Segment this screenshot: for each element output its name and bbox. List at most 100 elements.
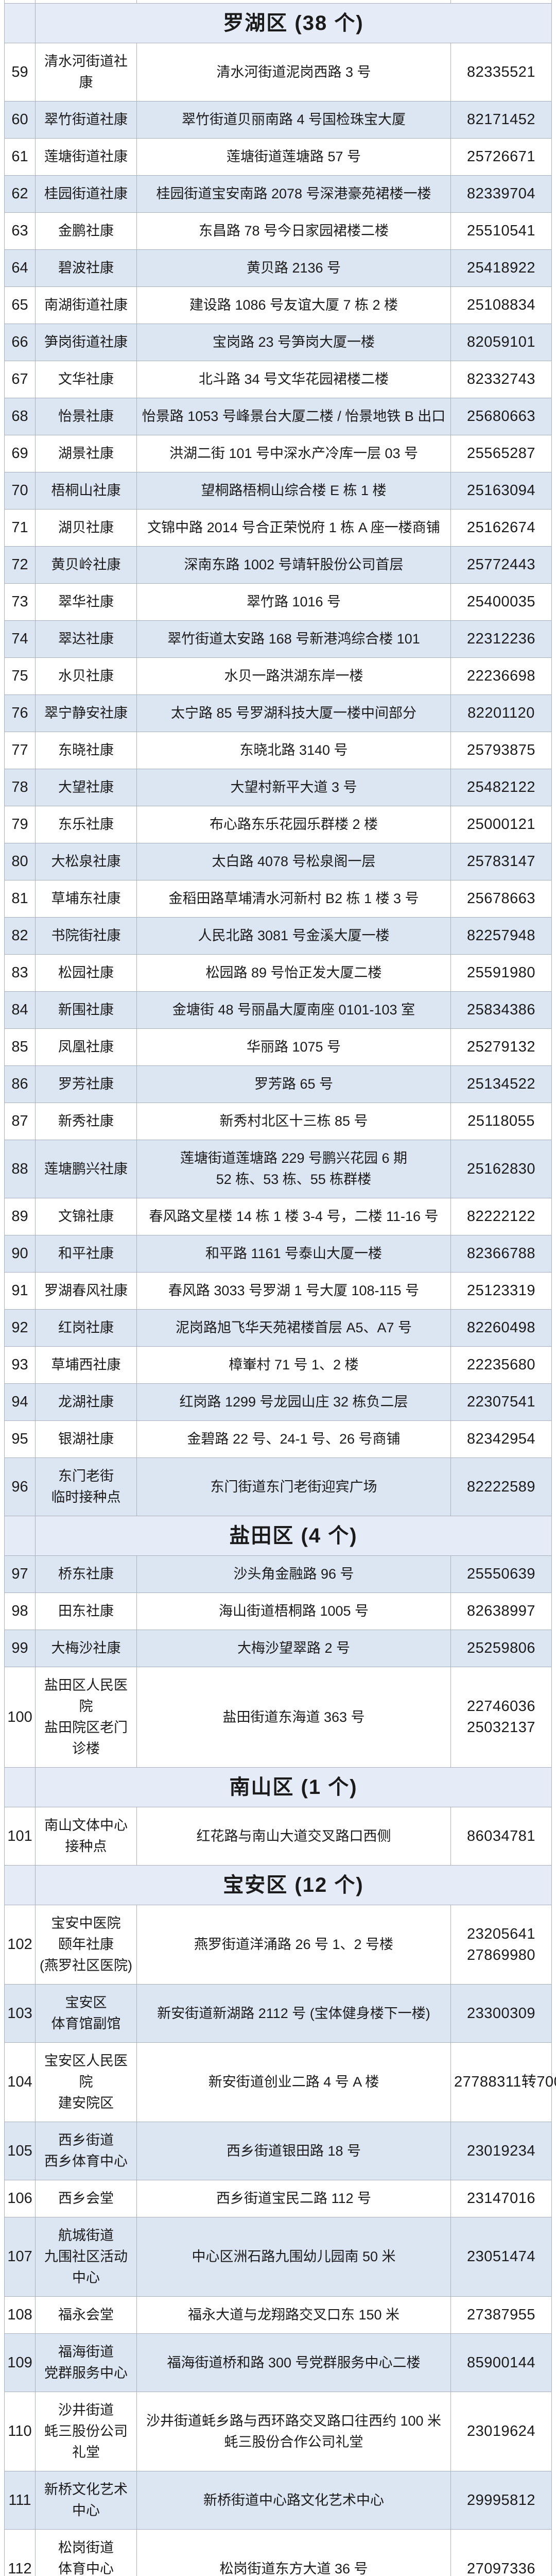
site-name-line: 航城街道 (58, 2228, 114, 2243)
site-name: 银湖社康 (36, 1421, 137, 1458)
table-row: 103 宝安区 体育馆副馆 新安街道新湖路 2112 号 (宝体健身楼下一楼) 2330… (5, 1985, 551, 2043)
table-row: 77 东晓社康 东晓北路 3140 号 25793875 (5, 732, 551, 769)
site-name: 翠达社康 (36, 621, 137, 657)
site-phone-line: 25591980 (466, 964, 536, 981)
row-number: 87 (5, 1103, 36, 1140)
row-number: 70 (5, 472, 36, 509)
row-number: 93 (5, 1347, 36, 1383)
site-name: 翠华社康 (36, 584, 137, 620)
site-address: 沙头角金融路 96 号 (137, 1556, 451, 1592)
site-address-line: 新安街道新湖路 2112 号 (宝体健身楼下一楼) (157, 2005, 430, 2021)
site-phone-line: 82335521 (466, 63, 536, 80)
site-name: 文锦社康 (36, 1198, 137, 1235)
site-address-line: 蚝三股份合作公司礼堂 (224, 2434, 363, 2450)
row-number: 104 (5, 2043, 36, 2122)
site-name-line: 黄贝岭社康 (51, 557, 121, 572)
row-number: 106 (5, 2180, 36, 2217)
site-name-line: 盐田区人民医院 (44, 1677, 128, 1714)
site-phone-line: 25162674 (466, 519, 536, 536)
site-address-line: 太宁路 85 号罗湖科技大厦一楼中间部分 (170, 705, 417, 721)
site-name-line: 金鹏社康 (58, 223, 114, 239)
site-address-line: 莲塘街道莲塘路 229 号鹏兴花园 6 期 (180, 1150, 408, 1166)
site-address: 福海街道桥和路 300 号党群服务中心二楼 (137, 2334, 451, 2392)
site-address: 清水河街道泥岗西路 3 号 (137, 43, 451, 101)
table-row: 75 水贝社康 水贝一路洪湖东岸一楼 22236698 (5, 658, 551, 695)
table-row: 69 湖景社康 洪湖二街 101 号中深水产冷库一层 03 号 25565287 (5, 435, 551, 472)
site-address: 太白路 4078 号松泉阁一层 (137, 843, 451, 880)
row-number: 99 (5, 1630, 36, 1667)
site-address-line: 沙头角金融路 96 号 (233, 1566, 354, 1582)
site-name-line: 翠竹街道社康 (44, 112, 128, 127)
site-name-line: 和平社康 (58, 1246, 114, 1261)
site-phone-line: 25726671 (466, 148, 536, 165)
site-address: 宝岗路 23 号笋岗大厦一楼 (137, 324, 451, 361)
site-name-line: 体育馆副馆 (51, 2016, 121, 2031)
site-phone-line: 85900144 (466, 2354, 536, 2371)
site-phone-line: 82366788 (466, 1245, 536, 1262)
table-row: 87 新秀社康 新秀村北区十三栋 85 号 25118055 (5, 1103, 551, 1140)
table-row: 62 桂园街道社康 桂园街道宝安南路 2078 号深港豪苑裙楼一楼 82339704 (5, 176, 551, 213)
site-phone-line: 82260498 (466, 1319, 536, 1336)
site-phone: 25772443 (451, 547, 551, 583)
site-address: 望桐路梧桐山综合楼 E 栋 1 楼 (137, 472, 451, 509)
table-row: 92 红岗社康 泥岗路旭飞华天苑裙楼首层 A5、A7 号 82260498 (5, 1310, 551, 1347)
site-address-line: 新桥街道中心路文化艺术中心 (203, 2492, 384, 2508)
site-address: 金稻田路草埔清水河新村 B2 栋 1 楼 3 号 (137, 880, 451, 917)
site-phone: 82339704 (451, 176, 551, 212)
site-address: 金碧路 22 号、24-1 号、26 号商铺 (137, 1421, 451, 1458)
row-number: 83 (5, 955, 36, 991)
site-name: 草埔东社康 (36, 880, 137, 917)
site-name: 松园社康 (36, 955, 137, 991)
site-address-line: 春风路 3033 号罗湖 1 号大厦 108-115 号 (168, 1283, 420, 1298)
site-name-line: 西乡会堂 (58, 2191, 114, 2206)
row-number: 71 (5, 510, 36, 546)
site-phone: 82335521 (451, 43, 551, 101)
site-address: 盐田街道东海道 363 号 (137, 1667, 451, 1767)
site-name-line: 体育中心 (58, 2561, 114, 2576)
site-name-line: 宝安区人民医院 (44, 2053, 128, 2090)
row-number: 82 (5, 918, 36, 954)
table-row: 81 草埔东社康 金稻田路草埔清水河新村 B2 栋 1 楼 3 号 25678663 (5, 880, 551, 918)
site-name-line: 沙井街道 (58, 2402, 114, 2418)
site-address: 沙井街道蚝乡路与西环路交叉路口往西约 100 米蚝三股份合作公司礼堂 (137, 2392, 451, 2471)
site-address-line: 和平路 1161 号泰山大厦一楼 (205, 1246, 383, 1261)
site-phone: 82342954 (451, 1421, 551, 1458)
site-phone: 25134522 (451, 1066, 551, 1103)
site-name: 西乡街道 西乡体育中心 (36, 2122, 137, 2180)
site-name: 黄贝岭社康 (36, 547, 137, 583)
site-phone-line: 22746036 (466, 1698, 536, 1715)
site-phone-line: 25550639 (466, 1566, 536, 1582)
row-number: 76 (5, 695, 36, 732)
site-phone: 25123319 (451, 1273, 551, 1309)
site-name-line: 罗湖春风社康 (44, 1283, 128, 1298)
site-name: 宝安区人民医院 建安院区 (36, 2043, 137, 2122)
site-address-line: 东昌路 78 号今日家园裙楼二楼 (198, 223, 389, 239)
site-address-line: 海山街道梧桐路 1005 号 (218, 1603, 369, 1619)
site-phone: 25793875 (451, 732, 551, 769)
site-phone-line: 22236698 (466, 668, 536, 684)
site-phone-line: 82222122 (466, 1208, 536, 1225)
site-name: 湖贝社康 (36, 510, 137, 546)
site-phone: 82222589 (451, 1458, 551, 1516)
site-address-line: 福永大道与龙翔路交叉口东 150 米 (187, 2307, 400, 2323)
site-name-line: 红岗社康 (58, 1320, 114, 1335)
site-address-line: 水贝一路洪湖东岸一楼 (224, 668, 363, 684)
row-number: 112 (5, 2530, 36, 2576)
site-phone: 25726671 (451, 139, 551, 175)
site-phone: 85900144 (451, 2334, 551, 2392)
site-phone: 23147016 (451, 2180, 551, 2217)
site-name: 湖景社康 (36, 435, 137, 472)
row-number: 77 (5, 732, 36, 769)
site-phone-line: 82171452 (466, 111, 536, 128)
site-name-line: 福海街道 (58, 2344, 114, 2360)
site-name: 福永会堂 (36, 2297, 137, 2333)
table-row: 104 宝安区人民医院 建安院区 新安街道创业二路 4 号 A 楼 27788311转7… (5, 2043, 556, 2122)
partial-cell (36, 0, 137, 3)
site-phone: 82332743 (451, 361, 551, 398)
site-address-line: 燕罗街道洋涌路 26 号 1、2 号楼 (194, 1937, 394, 1952)
site-phone: 82366788 (451, 1235, 551, 1272)
site-address: 金塘街 48 号丽晶大厦南座 0101-103 室 (137, 992, 451, 1028)
table-row: 99 大梅沙社康 大梅沙望翠路 2 号 25259806 (5, 1630, 551, 1667)
site-phone: 23300309 (451, 1985, 551, 2042)
